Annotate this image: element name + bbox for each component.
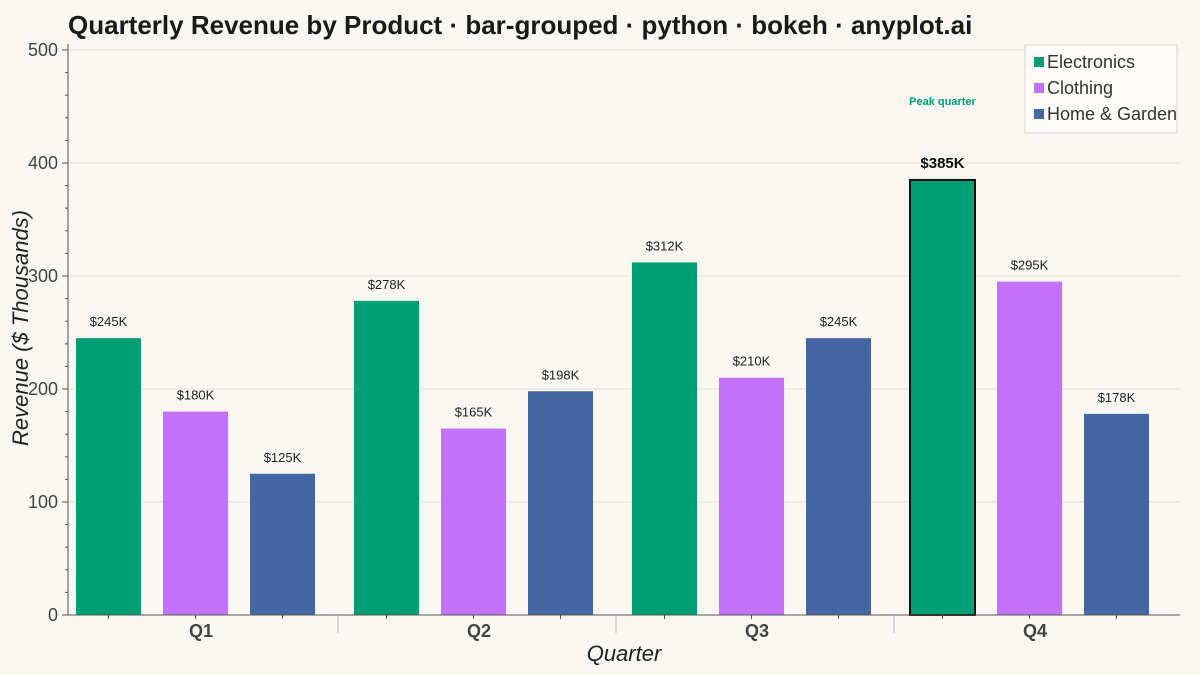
y-tick-label: 400	[28, 153, 58, 173]
bar-clothing-q1	[163, 411, 228, 615]
legend-swatch	[1034, 109, 1044, 119]
y-tick-label: 0	[48, 605, 58, 625]
data-label: $312K	[646, 238, 684, 253]
y-tick-label: 500	[28, 40, 58, 60]
legend-label: Clothing	[1047, 78, 1113, 98]
data-label: $278K	[368, 277, 406, 292]
legend: Electronics Clothing Home & Garden	[1024, 44, 1178, 134]
bar-electronics-q3	[632, 262, 697, 615]
y-axis-title: Revenue ($ Thousands)	[8, 210, 33, 446]
bar-electronics-q2	[354, 300, 419, 615]
data-labels: $245K $180K $125K $278K $165K $198K $312K $210K…	[90, 96, 1136, 465]
x-tick-label: Q2	[467, 621, 491, 641]
axes: 0 100 200 300 400 500 Q1 Q2 Q3 Q4	[28, 40, 1180, 641]
chart-title: Quarterly Revenue by Product · bar-group…	[68, 10, 972, 40]
y-tick-label: 200	[28, 379, 58, 399]
legend-swatch	[1034, 57, 1044, 67]
bar-clothing-q2	[441, 428, 506, 615]
data-label: $198K	[542, 367, 580, 382]
bar-electronics-q4	[909, 178, 976, 616]
x-tick-label: Q1	[189, 621, 213, 641]
data-label: $385K	[920, 155, 964, 172]
data-label: $210K	[733, 354, 771, 369]
data-label: $245K	[820, 314, 858, 329]
data-label: $180K	[177, 388, 215, 403]
x-tick-label: Q3	[745, 621, 769, 641]
legend-box	[1024, 44, 1178, 134]
peak-annotation: Peak quarter	[909, 96, 976, 108]
data-label: $165K	[455, 405, 493, 420]
x-tick-label: Q4	[1023, 621, 1047, 641]
bar-clothing-q3	[719, 377, 784, 615]
bars	[76, 178, 1149, 616]
x-axis-title: Quarter	[587, 641, 663, 666]
legend-swatch	[1034, 83, 1044, 93]
bar-home-garden-q4	[1084, 413, 1149, 615]
bar-home-garden-q3	[806, 338, 871, 615]
bar-home-garden-q2	[528, 391, 593, 615]
data-label: $295K	[1011, 258, 1049, 273]
bar-home-garden-q1	[250, 473, 315, 615]
data-label: $125K	[264, 450, 302, 465]
data-label: $178K	[1098, 390, 1136, 405]
legend-label: Electronics	[1047, 52, 1135, 72]
legend-label: Home & Garden	[1047, 104, 1177, 124]
data-label: $245K	[90, 314, 128, 329]
y-tick-label: 100	[28, 492, 58, 512]
y-tick-label: 300	[28, 266, 58, 286]
bar-clothing-q4	[997, 281, 1062, 615]
bar-electronics-q1	[76, 338, 141, 615]
